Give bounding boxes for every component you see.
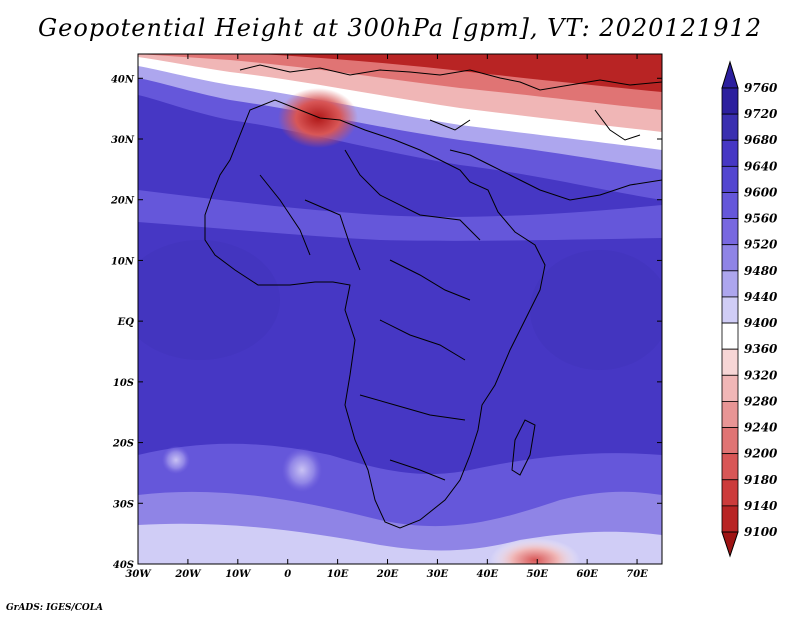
lon-label: 0 xyxy=(284,569,291,580)
colorbar-swatch xyxy=(721,113,739,141)
colorbar-swatch xyxy=(721,505,739,533)
colorbar-label: 9140 xyxy=(744,499,778,513)
colorbar-bottom-arrow xyxy=(721,531,739,558)
coastlines xyxy=(204,64,662,529)
colorbar-label: 9520 xyxy=(744,238,778,252)
lat-label: EQ xyxy=(117,317,135,328)
colorbar: 9760 9720 9680 9640 9600 9560 9520 9480 9440 9400… xyxy=(721,60,778,558)
colorbar-swatch xyxy=(721,87,739,115)
colorbar-label: 9440 xyxy=(744,290,778,304)
lon-label: 30W xyxy=(125,569,152,580)
colorbar-swatch xyxy=(721,453,739,481)
lon-label: 30E xyxy=(427,569,449,580)
lat-label: 20N xyxy=(110,196,135,207)
map-title: Geopotential Height at 300hPa [gpm], VT:… xyxy=(38,14,762,42)
colorbar-label: 9760 xyxy=(744,81,778,95)
lat-label: 40S xyxy=(113,560,134,571)
height-field xyxy=(138,54,662,564)
colorbar-swatch xyxy=(721,165,739,193)
colorbar-label: 9100 xyxy=(744,525,778,539)
lon-label: 10E xyxy=(327,569,349,580)
lat-label: 40N xyxy=(111,74,135,85)
colorbar-swatch xyxy=(721,192,739,219)
lon-label: 50E xyxy=(526,569,548,580)
colorbar-label: 9720 xyxy=(744,107,778,121)
colorbar-swatch xyxy=(721,218,739,246)
colorbar-swatch xyxy=(721,322,739,350)
lat-label: 30N xyxy=(111,135,135,146)
colorbar-swatch xyxy=(721,374,739,402)
colorbar-swatch xyxy=(721,296,739,324)
colorbar-swatch xyxy=(721,479,739,507)
lon-label: 70E xyxy=(626,569,648,580)
colorbar-top-arrow xyxy=(721,60,739,89)
colorbar-label: 9180 xyxy=(744,473,778,487)
longitude-axis: 30W 20W 10W 0 10E 20E 30E 40E 50E 60E 70E xyxy=(125,54,648,580)
lat-label: 30S xyxy=(113,499,134,510)
lon-label: 10W xyxy=(225,569,252,580)
colorbar-swatch xyxy=(721,401,739,428)
map-frame xyxy=(137,53,663,565)
lon-label: 20E xyxy=(376,569,399,580)
colorbar-swatch xyxy=(721,139,739,167)
colorbar-swatch xyxy=(721,348,739,376)
lat-label: 10S xyxy=(113,378,134,389)
colorbar-label: 9680 xyxy=(744,133,778,147)
colorbar-label: 9240 xyxy=(744,421,778,435)
colorbar-swatch xyxy=(721,270,739,298)
lon-label: 20W xyxy=(174,569,202,580)
credit-text: GrADS: IGES/COLA xyxy=(6,603,104,613)
colorbar-label: 9480 xyxy=(744,264,778,278)
colorbar-label: 9280 xyxy=(744,394,778,408)
lon-label: 40E xyxy=(477,569,499,580)
colorbar-label: 9640 xyxy=(744,159,778,173)
colorbar-swatch xyxy=(721,244,739,272)
colorbar-label: 9200 xyxy=(744,447,778,461)
lat-label: 10N xyxy=(111,256,135,267)
colorbar-label: 9600 xyxy=(744,185,778,199)
latitude-axis: 40N 30N 20N 10N EQ 10S 20S 30S 40S xyxy=(110,74,662,571)
colorbar-label: 9320 xyxy=(744,368,778,382)
lon-label: 60E xyxy=(576,569,598,580)
colorbar-swatch xyxy=(721,427,739,455)
colorbar-label: 9560 xyxy=(744,212,778,226)
colorbar-label: 9400 xyxy=(744,316,778,330)
colorbar-label: 9360 xyxy=(744,342,778,356)
lat-label: 20S xyxy=(112,439,134,450)
